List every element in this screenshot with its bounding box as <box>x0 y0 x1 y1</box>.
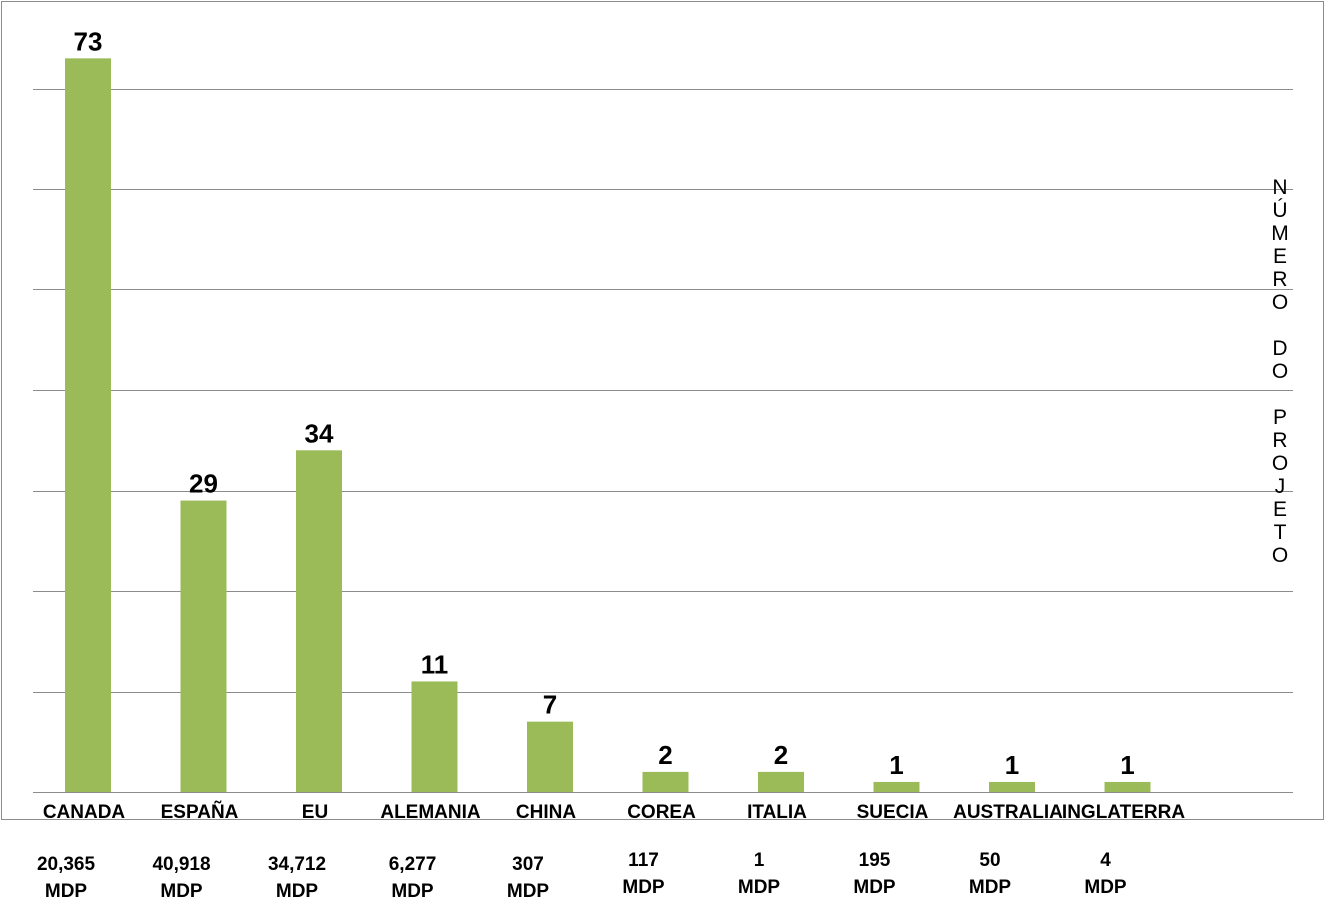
y-axis-label-letter: O <box>1272 291 1288 314</box>
investment-label: MDP <box>622 877 665 898</box>
investment-label: 50 <box>979 850 1000 871</box>
value-label: 7 <box>543 690 557 720</box>
y-axis-label-letter: R <box>1272 429 1287 452</box>
investment-label: MDP <box>160 881 203 902</box>
value-label: 1 <box>889 750 903 780</box>
value-label: 34 <box>305 418 334 448</box>
chart-frame <box>1 1 1324 820</box>
y-axis-label-letter: P <box>1273 406 1287 429</box>
value-label: 1 <box>1120 750 1134 780</box>
investment-label: 20,365 <box>37 854 96 875</box>
investment-label: MDP <box>969 877 1012 898</box>
gridlines <box>33 89 1293 793</box>
y-axis-label-letter: O <box>1272 360 1288 383</box>
bar-inglaterra <box>1104 781 1151 792</box>
bar-australia <box>989 781 1035 792</box>
investment-label: MDP <box>853 877 896 898</box>
value-label: 11 <box>421 649 449 679</box>
y-axis-label-letter: Ú <box>1272 199 1287 222</box>
bar-españa <box>180 500 227 792</box>
y-axis-label-letter: E <box>1273 245 1287 268</box>
investment-label: 40,918 <box>152 854 210 875</box>
y-axis-label-letter: D <box>1272 337 1287 360</box>
value-label: 29 <box>189 469 218 499</box>
bar-corea <box>642 771 689 792</box>
category-label: EU <box>302 802 328 823</box>
y-axis-label-letter: O <box>1272 452 1288 475</box>
investment-label: MDP <box>391 881 434 902</box>
category-label: ESPAÑA <box>161 801 239 823</box>
investment-label: MDP <box>276 881 319 902</box>
investment-label: 4 <box>1100 850 1111 871</box>
category-label: CHINA <box>516 802 576 823</box>
investment-label: 34,712 <box>268 854 326 875</box>
investment-label: MDP <box>738 877 781 898</box>
value-label: 1 <box>1005 750 1019 780</box>
y-axis-label-letter: O <box>1272 544 1288 567</box>
category-label: ITALIA <box>747 802 807 823</box>
bar-italia <box>758 771 804 792</box>
category-label: CANADA <box>43 802 126 823</box>
category-labels: CANADA ESPAÑA EU ALEMANIA CHINA COREA ITALIA SU… <box>43 801 1186 823</box>
investment-labels: 20,365 MDP 40,918 MDP 34,712 MDP 6,277 MDP 307 MD… <box>37 850 1127 902</box>
bars <box>65 58 1151 793</box>
investment-label: 6,277 <box>389 854 437 875</box>
investment-label: 195 <box>859 850 891 871</box>
value-label: 2 <box>658 740 672 770</box>
value-label: 2 <box>774 740 788 770</box>
category-label: ALEMANIA <box>380 802 481 823</box>
category-label: AUSTRALIA <box>953 802 1063 823</box>
y-axis-label-letter: M <box>1271 222 1289 245</box>
investment-label: 1 <box>754 850 765 871</box>
y-axis-label-letter: T <box>1274 521 1287 544</box>
y-axis-label-letter: E <box>1273 498 1287 521</box>
value-label: 73 <box>74 26 103 56</box>
bar-eu <box>296 450 342 792</box>
category-label: COREA <box>627 802 696 823</box>
category-label: SUECIA <box>857 802 929 823</box>
investment-label: MDP <box>507 881 550 902</box>
y-axis-label-letter: J <box>1275 475 1286 498</box>
category-label: INGLATERRA <box>1062 802 1185 823</box>
y-axis-label-letter: N <box>1272 176 1287 199</box>
bar-suecia <box>873 781 920 792</box>
bar-canada <box>65 58 111 793</box>
y-axis-label-letter: R <box>1272 268 1287 291</box>
investment-label: 117 <box>628 850 659 871</box>
investment-label: MDP <box>1084 877 1127 898</box>
investment-label: MDP <box>45 881 88 902</box>
bar-china <box>527 721 573 792</box>
bar-alemania <box>411 681 458 792</box>
investment-label: 307 <box>512 854 544 875</box>
